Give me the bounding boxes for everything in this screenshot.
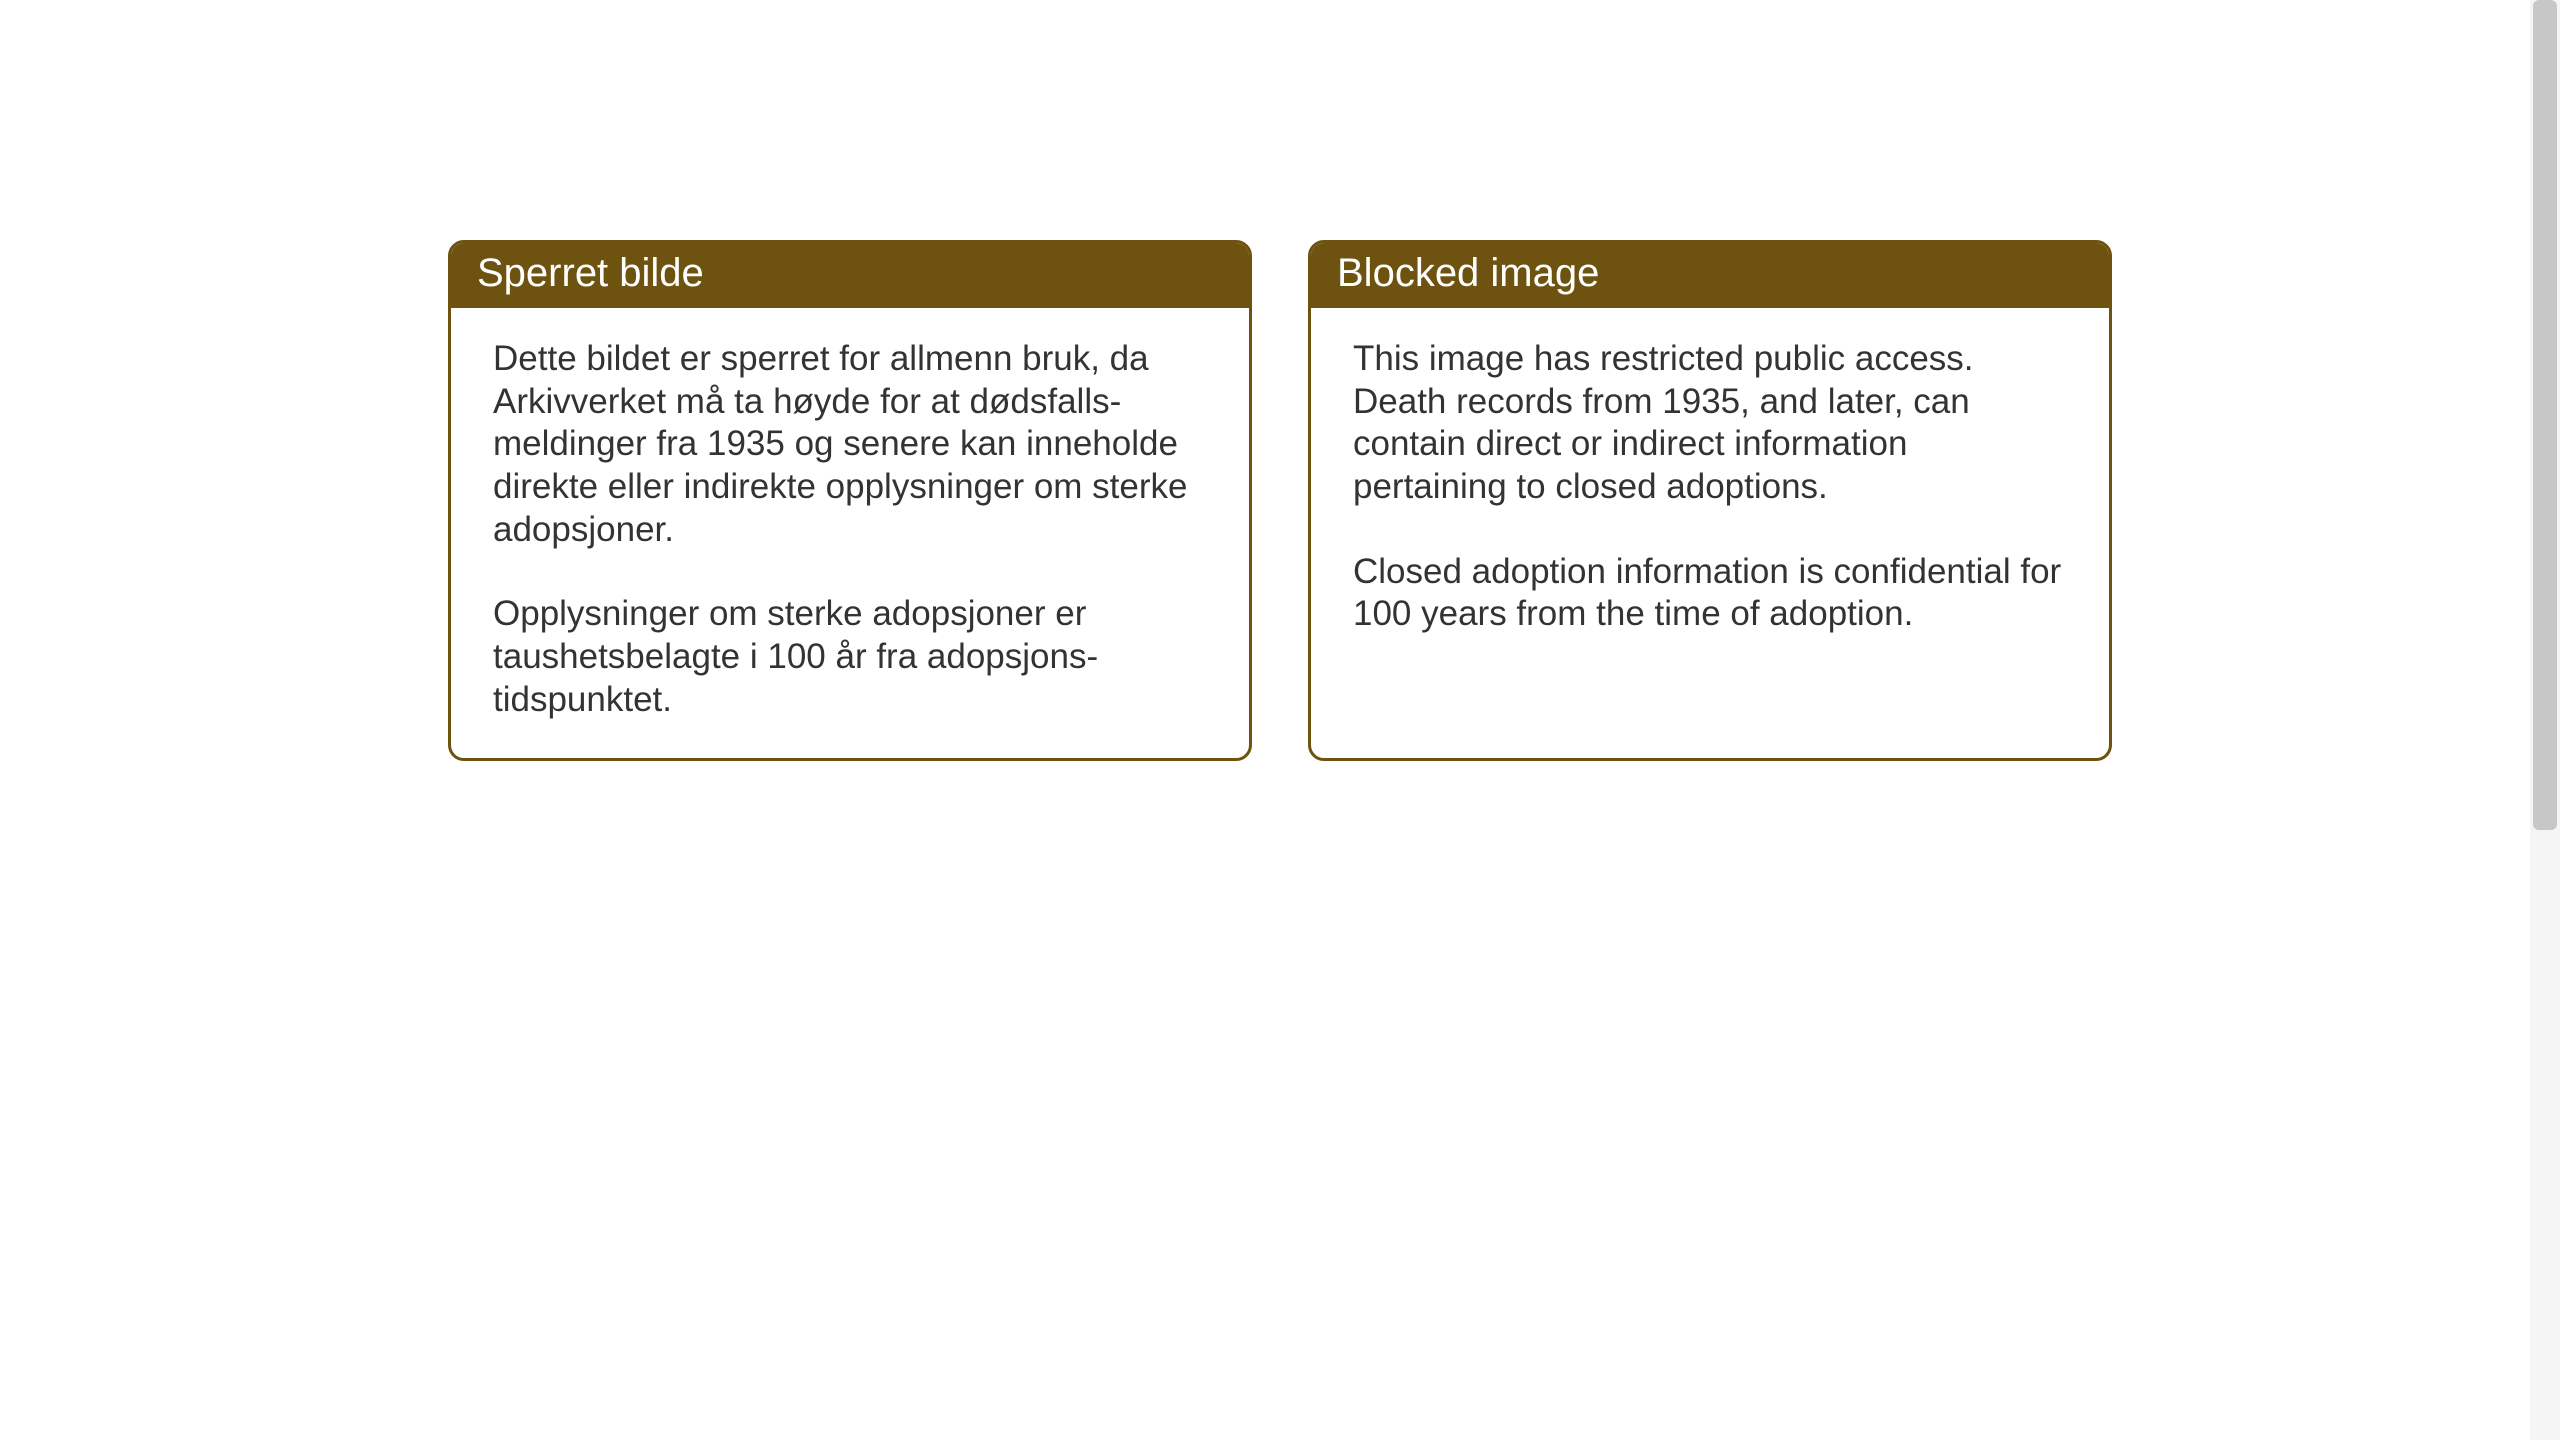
notice-title-english: Blocked image	[1337, 251, 1599, 295]
notice-header-norwegian: Sperret bilde	[451, 243, 1249, 308]
notice-title-norwegian: Sperret bilde	[477, 251, 704, 295]
scrollbar-thumb[interactable]	[2533, 0, 2557, 830]
notice-paragraph2-norwegian: Opplysninger om sterke adopsjoner er tau…	[493, 593, 1207, 721]
notice-card-norwegian: Sperret bilde Dette bildet er sperret fo…	[448, 240, 1252, 761]
notice-container: Sperret bilde Dette bildet er sperret fo…	[448, 240, 2112, 761]
notice-paragraph1-norwegian: Dette bildet er sperret for allmenn bruk…	[493, 338, 1207, 551]
scrollbar-track[interactable]	[2530, 0, 2560, 1440]
notice-body-english: This image has restricted public access.…	[1311, 308, 2109, 738]
notice-paragraph2-english: Closed adoption information is confident…	[1353, 551, 2067, 636]
notice-body-norwegian: Dette bildet er sperret for allmenn bruk…	[451, 308, 1249, 758]
notice-paragraph1-english: This image has restricted public access.…	[1353, 338, 2067, 509]
notice-card-english: Blocked image This image has restricted …	[1308, 240, 2112, 761]
notice-header-english: Blocked image	[1311, 243, 2109, 308]
